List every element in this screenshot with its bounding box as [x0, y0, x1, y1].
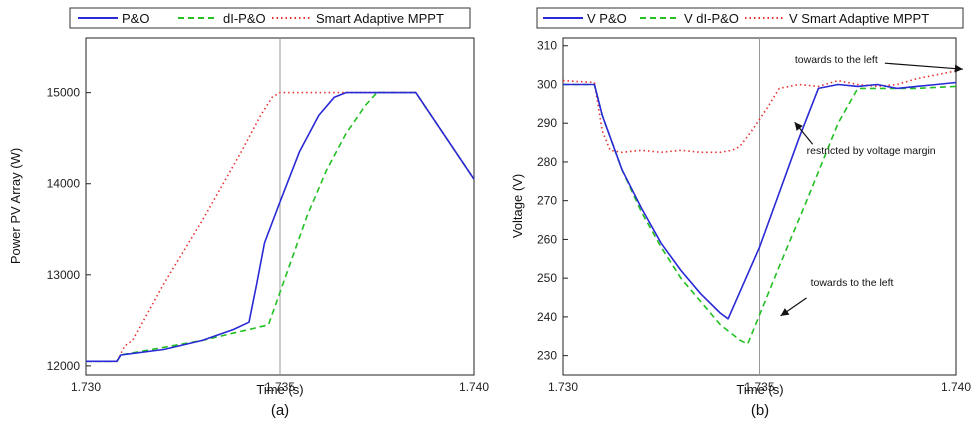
annotations-b: towards to the left restricted by voltage… — [780, 54, 963, 317]
y-tick-label-b: 260 — [537, 232, 557, 246]
x-axis-title-b: Time (s) — [736, 382, 783, 397]
y-tick-label-a: 15000 — [47, 86, 81, 100]
annotation-label-3: towards to the left — [811, 277, 894, 289]
y-tick-label-a: 12000 — [47, 359, 81, 373]
y-tick-label-b: 280 — [537, 155, 557, 169]
y-axis-title-b: Voltage (V) — [510, 174, 525, 238]
y-tick-label-b: 300 — [537, 77, 557, 91]
x-tick-label-b: 1.740 — [941, 380, 971, 394]
x-tick-label-a: 1.730 — [71, 380, 101, 394]
legend-a-entry-2: dI-P&O — [223, 11, 266, 26]
panel-label-b: (b) — [751, 402, 769, 419]
axis-ticks-b: 1.730 1.735 1.740 230 240 250 260 270 280 290 300 3… — [537, 38, 971, 394]
legend-a: P&O dI-P&O Smart Adaptive MPPT — [69, 7, 471, 29]
x-tick-label-a: 1.735 — [265, 380, 295, 394]
legend-b: V P&O V dI-P&O V Smart Adaptive MPPT — [536, 7, 964, 29]
series-line-a-2 — [86, 91, 475, 363]
series-line-b-1 — [563, 81, 957, 320]
legend-a-entry-3: Smart Adaptive MPPT — [316, 11, 444, 26]
x-tick-label-b: 1.730 — [548, 380, 578, 394]
annotation-label-1: towards to the left — [795, 54, 878, 66]
x-axis-title-a: Time (s) — [256, 382, 303, 397]
y-tick-label-b: 240 — [537, 310, 557, 324]
y-axis-title-a: Power PV Array (W) — [8, 148, 23, 264]
legend-b-entry-3: V Smart Adaptive MPPT — [789, 11, 929, 26]
annotation-arrow-shaft-1 — [884, 62, 963, 70]
axis-ticks-a: 1.730 1.735 1.740 12000 13000 14000 15000 — [47, 38, 489, 394]
y-tick-label-a: 14000 — [47, 177, 81, 191]
series-line-b-3 — [562, 70, 957, 154]
x-tick-label-b: 1.735 — [744, 380, 774, 394]
series-lines-b — [562, 70, 957, 345]
annotation-arrow-head-3 — [780, 308, 790, 316]
annotation-label-2: restricted by voltage margin — [807, 145, 936, 157]
y-tick-label-b: 270 — [537, 194, 557, 208]
annotation-arrow-head-2 — [794, 122, 803, 131]
y-tick-label-b: 290 — [537, 116, 557, 130]
panel-a-power-chart: P&O dI-P&O Smart Adaptive MPPT 1.730 1.73… — [8, 7, 489, 419]
series-lines-a — [86, 91, 475, 363]
legend-a-box — [69, 7, 471, 29]
panel-label-a: (a) — [271, 402, 289, 419]
panel-b-voltage-chart: V P&O V dI-P&O V Smart Adaptive MPPT 1.7… — [510, 7, 971, 419]
series-line-a-1 — [86, 91, 475, 363]
annotation-arrow-head-1 — [954, 64, 963, 73]
legend-b-entry-2: V dI-P&O — [684, 11, 739, 26]
y-tick-label-a: 13000 — [47, 268, 81, 282]
y-tick-label-b: 250 — [537, 271, 557, 285]
y-tick-label-b: 230 — [537, 349, 557, 363]
legend-b-entry-1: V P&O — [587, 11, 627, 26]
x-tick-label-a: 1.740 — [459, 380, 489, 394]
y-tick-label-b: 310 — [537, 39, 557, 53]
legend-a-entry-1: P&O — [122, 11, 149, 26]
series-line-a-3 — [86, 91, 475, 363]
